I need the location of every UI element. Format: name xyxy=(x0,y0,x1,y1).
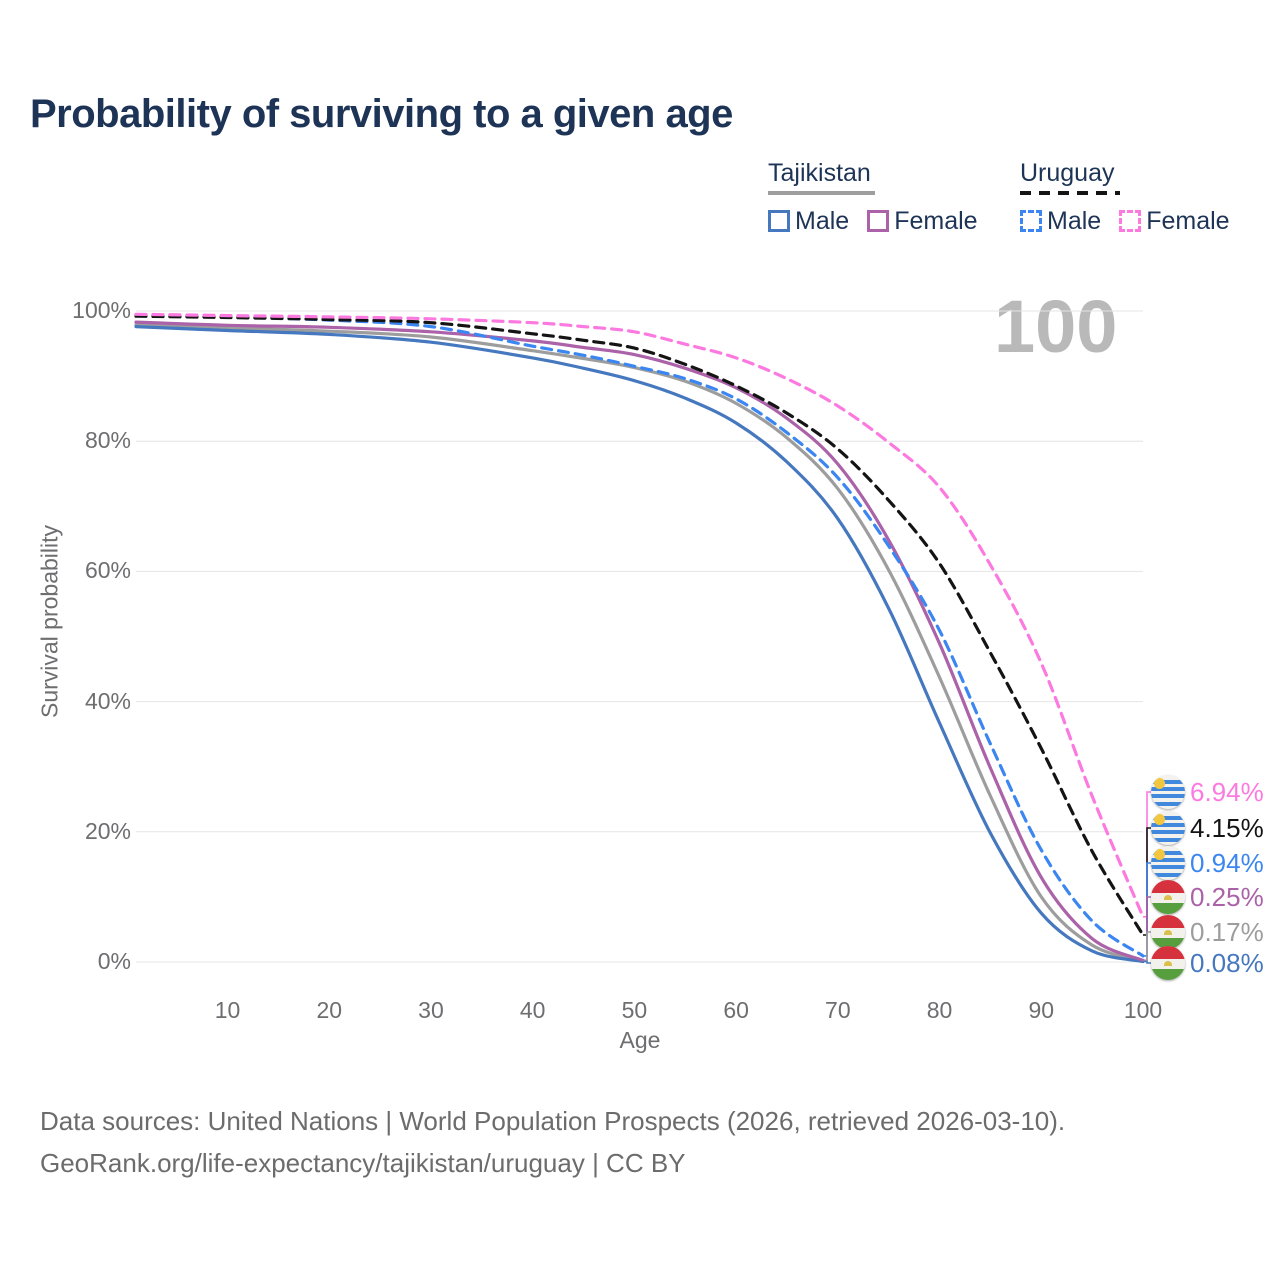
uruguay-line-style-icon xyxy=(1020,190,1120,195)
end-value-text: 0.08% xyxy=(1190,947,1264,978)
tajikistan-flag-icon xyxy=(1151,946,1185,980)
series-line-uruguay-female xyxy=(134,312,1145,919)
series-line-uruguay-male xyxy=(134,313,1145,958)
leader-line xyxy=(1143,960,1151,964)
end-label-uruguay-male: 0.94% xyxy=(1151,846,1264,880)
x-tick-label: 40 xyxy=(519,997,546,1023)
uruguay-flag-icon xyxy=(1151,846,1185,880)
y-tick-label: 80% xyxy=(84,427,131,454)
end-label-uruguay-both-sexes-: 4.15% xyxy=(1151,811,1264,845)
x-axis-title: Age xyxy=(619,1027,661,1053)
series-line-uruguay-both-sexes- xyxy=(134,314,1145,937)
x-tick-label: 50 xyxy=(621,997,648,1023)
legend-country-tajikistan: Tajikistan xyxy=(768,159,871,187)
end-label-tajikistan-male: 0.08% xyxy=(1151,946,1264,980)
tajikistan-flag-icon xyxy=(1151,880,1185,914)
legend-item-uruguay-male[interactable]: Male xyxy=(1020,207,1101,236)
tajikistan-line-style-icon xyxy=(768,190,875,195)
y-tick-label: 0% xyxy=(97,948,131,974)
end-value-text: 0.94% xyxy=(1190,847,1264,878)
end-value-text: 0.17% xyxy=(1190,916,1264,947)
uruguay-flag-icon xyxy=(1151,811,1185,845)
legend-item-label: Female xyxy=(894,206,978,235)
end-label-tajikistan-both-sexes-: 0.17% xyxy=(1151,915,1264,949)
uruguay-male-swatch-icon xyxy=(1020,210,1042,232)
uruguay-flag-icon xyxy=(1151,775,1185,809)
legend-group-uruguay: Uruguay Male Female xyxy=(1020,159,1248,236)
end-value-text: 6.94% xyxy=(1190,776,1264,807)
y-tick-label: 40% xyxy=(84,687,131,714)
series-line-tajikistan-male xyxy=(134,325,1145,964)
tajikistan-flag-icon xyxy=(1151,915,1185,949)
series-line-tajikistan-both-sexes- xyxy=(134,323,1145,963)
x-tick-label: 90 xyxy=(1028,997,1055,1023)
x-tick-label: 100 xyxy=(1123,997,1163,1023)
legend-item-label: Female xyxy=(1146,206,1230,235)
x-tick-label: 60 xyxy=(723,997,749,1023)
tajikistan-female-swatch-icon xyxy=(867,210,890,232)
legend-item-tajikistan-female[interactable]: Female xyxy=(867,206,978,236)
end-value-text: 4.15% xyxy=(1190,812,1264,843)
x-tick-label: 80 xyxy=(926,997,953,1023)
x-tick-label: 20 xyxy=(316,997,343,1023)
y-tick-label: 60% xyxy=(84,557,131,584)
x-tick-label: 30 xyxy=(418,997,444,1023)
legend-country-uruguay: Uruguay xyxy=(1020,159,1115,187)
end-label-uruguay-female: 6.94% xyxy=(1151,775,1264,809)
tajikistan-male-swatch-icon xyxy=(768,210,790,232)
y-tick-label: 20% xyxy=(84,817,131,844)
legend-group-tajikistan: Tajikistan Male Female xyxy=(768,159,996,236)
legend-item-uruguay-female[interactable]: Female xyxy=(1119,206,1230,236)
legend-item-tajikistan-male[interactable]: Male xyxy=(768,207,849,236)
x-tick-label: 70 xyxy=(825,997,851,1023)
uruguay-female-swatch-icon xyxy=(1119,210,1142,232)
page-title: Probability of surviving to a given age xyxy=(30,92,733,136)
legend-item-label: Male xyxy=(1047,206,1102,235)
x-tick-label: 10 xyxy=(214,997,241,1023)
y-axis-title: Survival probability xyxy=(36,524,63,719)
legend-item-label: Male xyxy=(795,206,850,235)
attribution-link: GeoRank.org/life-expectancy/tajikistan/u… xyxy=(40,1148,686,1178)
y-tick-label: 100% xyxy=(72,297,131,323)
age-counter-watermark: 100 xyxy=(994,285,1118,368)
data-sources-note: Data sources: United Nations | World Pop… xyxy=(40,1106,1066,1136)
end-label-tajikistan-female: 0.25% xyxy=(1151,880,1264,914)
series-line-tajikistan-female xyxy=(134,320,1145,962)
end-value-text: 0.25% xyxy=(1190,881,1264,912)
